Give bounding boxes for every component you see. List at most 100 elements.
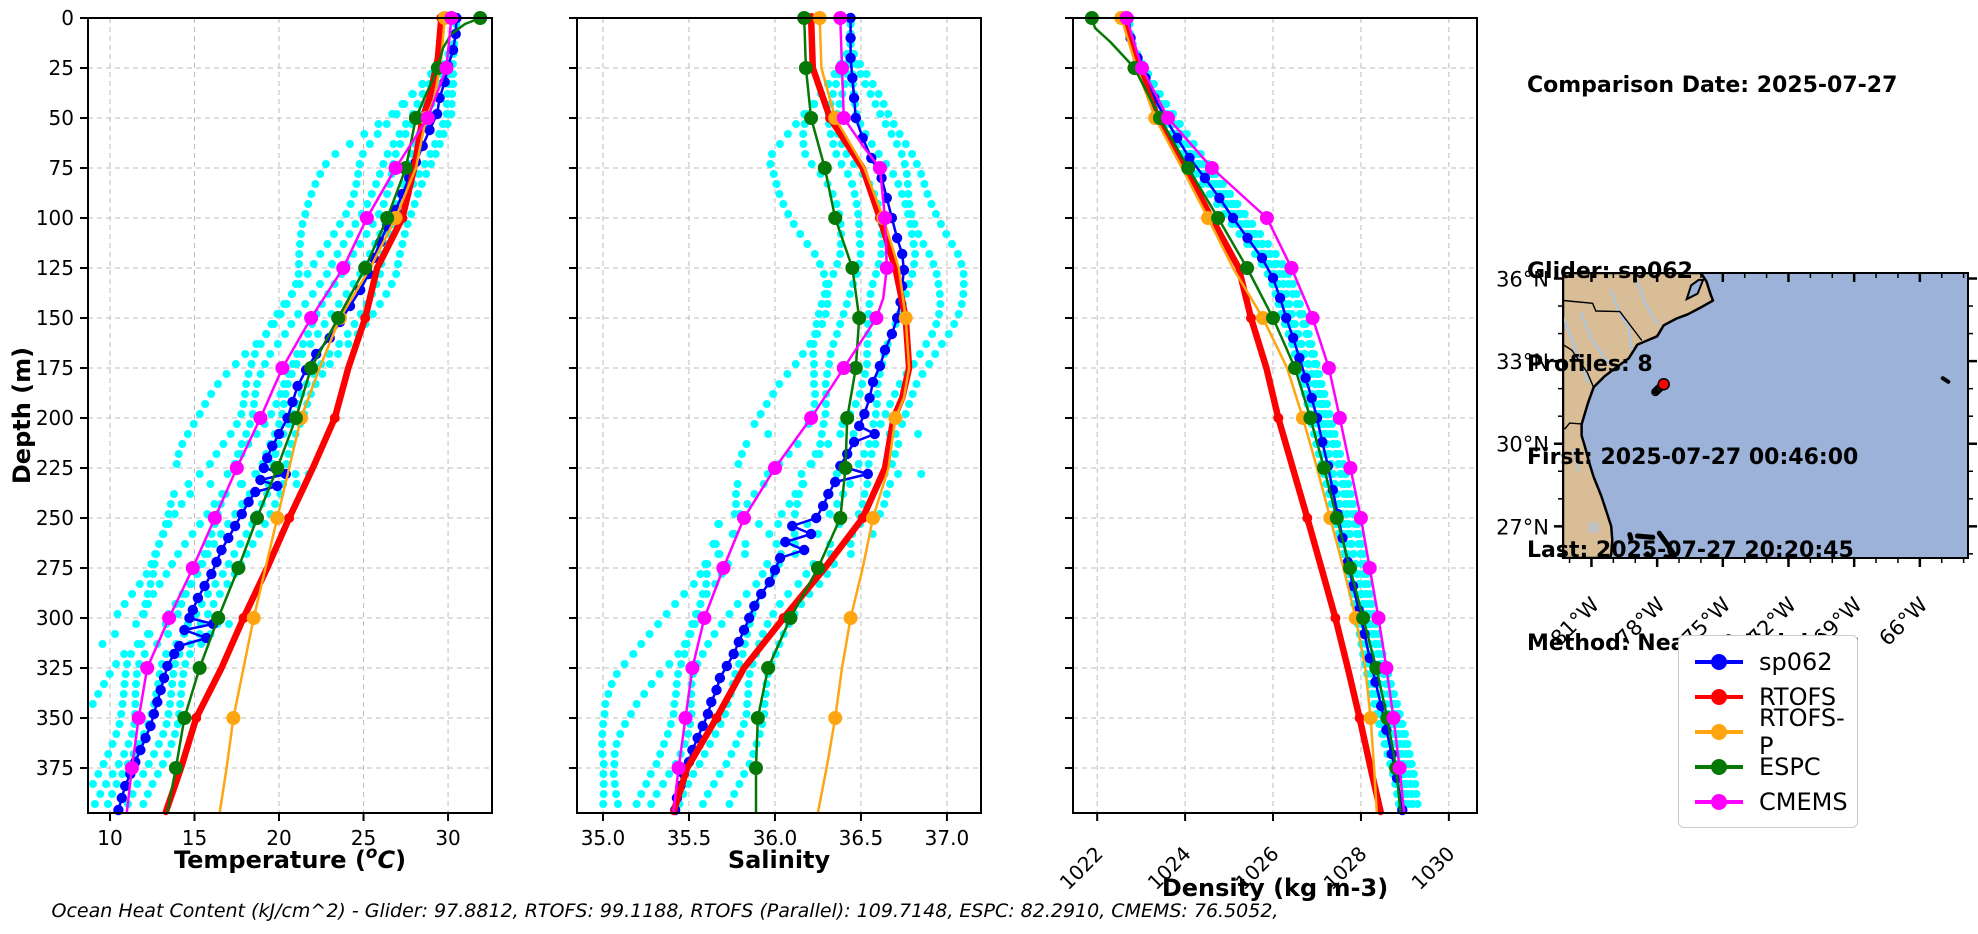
glider-scatter-dot xyxy=(700,750,709,758)
glider-scatter-dot xyxy=(662,610,671,618)
glider-scatter-dot xyxy=(189,420,198,428)
glider-scatter-dot xyxy=(339,240,348,248)
glider-scatter-dot xyxy=(736,730,745,738)
glider-scatter-dot xyxy=(271,450,280,458)
glider-scatter-dot xyxy=(772,180,781,188)
info-panel: Comparison Date: 2025-07-27 Glider: sp06… xyxy=(1527,8,1897,721)
glider-scatter-dot xyxy=(149,590,158,598)
glider-scatter-dot xyxy=(882,490,891,498)
depth-tick-label: 150 xyxy=(36,306,74,330)
glider-scatter-dot xyxy=(311,180,320,188)
glider-scatter-dot xyxy=(316,280,324,288)
glider-scatter-dot xyxy=(869,420,878,428)
glider-scatter-dot xyxy=(118,770,127,778)
glider-scatter-dot xyxy=(261,360,269,368)
glider-scatter-dot xyxy=(316,250,325,258)
glider-scatter-dot xyxy=(861,370,869,378)
last-profile-time-text: Last: 2025-07-27 20:20:45 xyxy=(1527,538,1854,563)
glider-scatter-dot xyxy=(784,590,793,598)
glider-scatter-dot xyxy=(244,370,253,378)
glider-scatter-dot xyxy=(765,530,774,538)
glider-scatter-dot xyxy=(172,460,181,468)
legend-box: sp062 RTOFS RTOFS-P ESPC CMEMS xyxy=(1678,635,1858,828)
glider-scatter-dot xyxy=(150,750,159,758)
glider-scatter-dot xyxy=(826,130,835,138)
temperature-axes-frame xyxy=(87,17,493,814)
glider-scatter-dot xyxy=(283,380,292,388)
glider-scatter-dot xyxy=(443,120,452,128)
glider-scatter-dot xyxy=(298,350,307,358)
glider-scatter-dot xyxy=(599,770,608,778)
glider-scatter-dot xyxy=(1405,750,1414,758)
glider-scatter-dot xyxy=(698,650,707,658)
glider-scatter-dot xyxy=(1336,450,1345,458)
x-tick-label: 30 xyxy=(435,826,460,850)
glider-scatter-dot xyxy=(599,760,608,768)
salinity-x-ticks: 35.0 35.5 36.0 36.5 37.0 xyxy=(581,813,969,850)
glider-scatter-dot xyxy=(150,560,159,568)
lake-okeechobee xyxy=(1587,521,1600,534)
glider-scatter-dot xyxy=(791,360,800,368)
glider-scatter-dot xyxy=(164,630,173,638)
glider-scatter-dot xyxy=(1248,220,1257,228)
river xyxy=(1636,280,1661,326)
glider-scatter-dot xyxy=(1304,330,1313,338)
glider-scatter-dot xyxy=(836,250,845,258)
glider-scatter-dot xyxy=(842,300,851,308)
glider-scatter-dot xyxy=(139,770,148,778)
glider-scatter-dot xyxy=(733,600,742,608)
glider-scatter-dot xyxy=(809,340,818,348)
glider-scatter-dot xyxy=(836,430,845,438)
density-y-ticks xyxy=(1065,17,1073,769)
glider-scatter-dot xyxy=(168,560,177,568)
glider-scatter-dot xyxy=(352,180,361,188)
glider-scatter-dot xyxy=(158,760,167,768)
glider-scatter-dot xyxy=(599,800,608,808)
glider-scatter-dot xyxy=(1357,540,1366,548)
glider-scatter-dot xyxy=(213,380,222,388)
glider-scatter-dot xyxy=(825,510,834,518)
glider-scatter-dot xyxy=(140,650,149,658)
glider-scatter-dot xyxy=(1344,520,1353,528)
glider-scatter-dot xyxy=(114,760,123,768)
glider-scatter-dot xyxy=(414,170,423,178)
glider-scatter-dot xyxy=(666,720,675,728)
glider-scatter-dot xyxy=(222,370,231,378)
glider-scatter-dot xyxy=(287,290,296,298)
glider-scatter-dot xyxy=(241,390,249,398)
glider-scatter-dot xyxy=(1359,550,1368,558)
glider-scatter-dot xyxy=(135,580,144,588)
glider-scatter-dot xyxy=(113,610,122,618)
glider-scatter-dot xyxy=(291,470,300,478)
glider-scatter-dot xyxy=(170,490,178,498)
series-ESPC-markers xyxy=(1084,11,1404,775)
glider-scatter-dot xyxy=(599,790,608,798)
glider-scatter-dot xyxy=(696,600,705,608)
glider-scatter-dot xyxy=(379,160,388,168)
glider-scatter-dot xyxy=(120,750,129,758)
bahamas-island xyxy=(1644,551,1654,558)
glider-scatter-dot xyxy=(897,150,906,158)
glider-scatter-dot xyxy=(335,340,344,348)
glider-scatter-dot xyxy=(817,300,826,308)
series-CMEMS-line xyxy=(672,16,889,814)
glider-scatter-dot xyxy=(328,260,336,268)
glider-scatter-dot xyxy=(379,200,388,208)
glider-scatter-dot xyxy=(766,160,775,168)
glider-scatter-dot xyxy=(403,220,412,228)
glider-scatter-dot xyxy=(795,490,803,498)
glider-scatter-dot xyxy=(775,380,784,388)
glider-scatter-dot xyxy=(860,490,869,498)
glider-scatter-dot xyxy=(1205,190,1214,198)
depth-tick-label: 275 xyxy=(36,556,74,580)
glider-scatter-dot xyxy=(783,370,792,378)
glider-scatter-dot xyxy=(769,170,778,178)
glider-scatter-dot xyxy=(171,730,179,738)
glider-scatter-dot xyxy=(663,730,672,738)
glider-scatter-dot xyxy=(959,270,968,278)
glider-scatter-dot xyxy=(655,670,664,678)
glider-scatter-dot xyxy=(750,420,759,428)
glider-scatter-dot xyxy=(829,270,838,278)
glider-scatter-dot xyxy=(391,150,400,158)
